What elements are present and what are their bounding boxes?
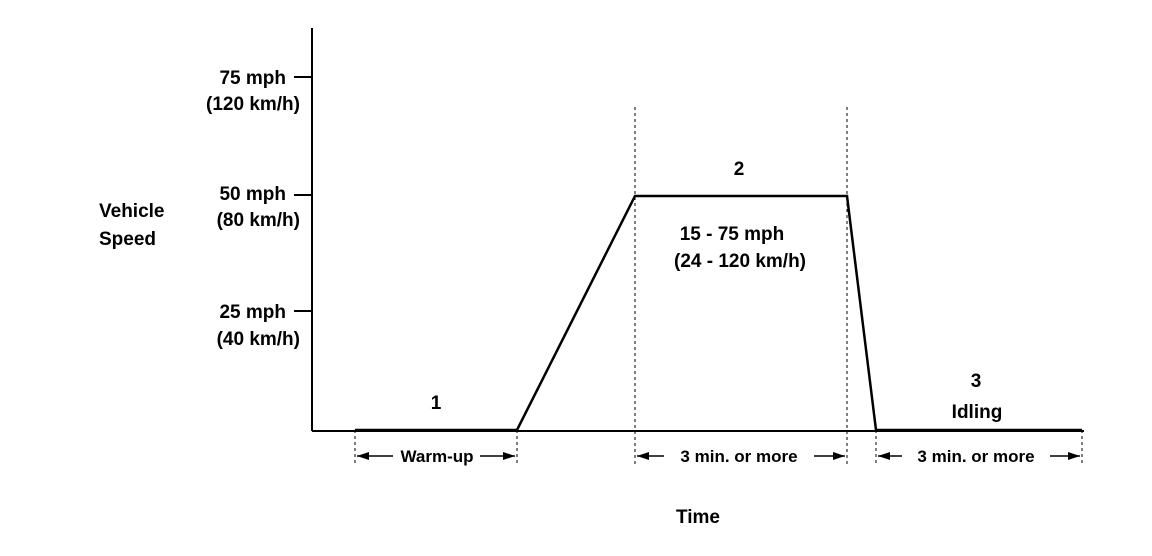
y-axis-label-line2: Speed — [99, 229, 156, 250]
speed-profile-line — [355, 194, 1082, 432]
y-tick-25-mph: 25 mph — [219, 302, 286, 323]
phase3-name: Idling — [952, 402, 1003, 423]
phase1-number: 1 — [431, 393, 442, 414]
phase2-range-mph: 15 - 75 mph — [680, 224, 785, 245]
phase3-duration: 3 min. or more — [917, 447, 1034, 466]
y-tick-50-kmh: (80 km/h) — [217, 210, 300, 231]
y-tick-75-mph: 75 mph — [219, 68, 286, 89]
phase3-number: 3 — [971, 371, 982, 392]
y-axis-label-line1: Vehicle — [99, 201, 165, 222]
y-tick-75-kmh: (120 km/h) — [206, 94, 300, 115]
phase2-duration: 3 min. or more — [680, 447, 797, 466]
phase2-number: 2 — [734, 159, 745, 180]
x-axis-label: Time — [676, 507, 720, 528]
y-tick-25-kmh: (40 km/h) — [217, 329, 300, 350]
y-tick-50-mph: 50 mph — [219, 184, 286, 205]
phase1-duration: Warm-up — [400, 447, 473, 466]
phase2-range-kmh: (24 - 120 km/h) — [674, 251, 806, 272]
